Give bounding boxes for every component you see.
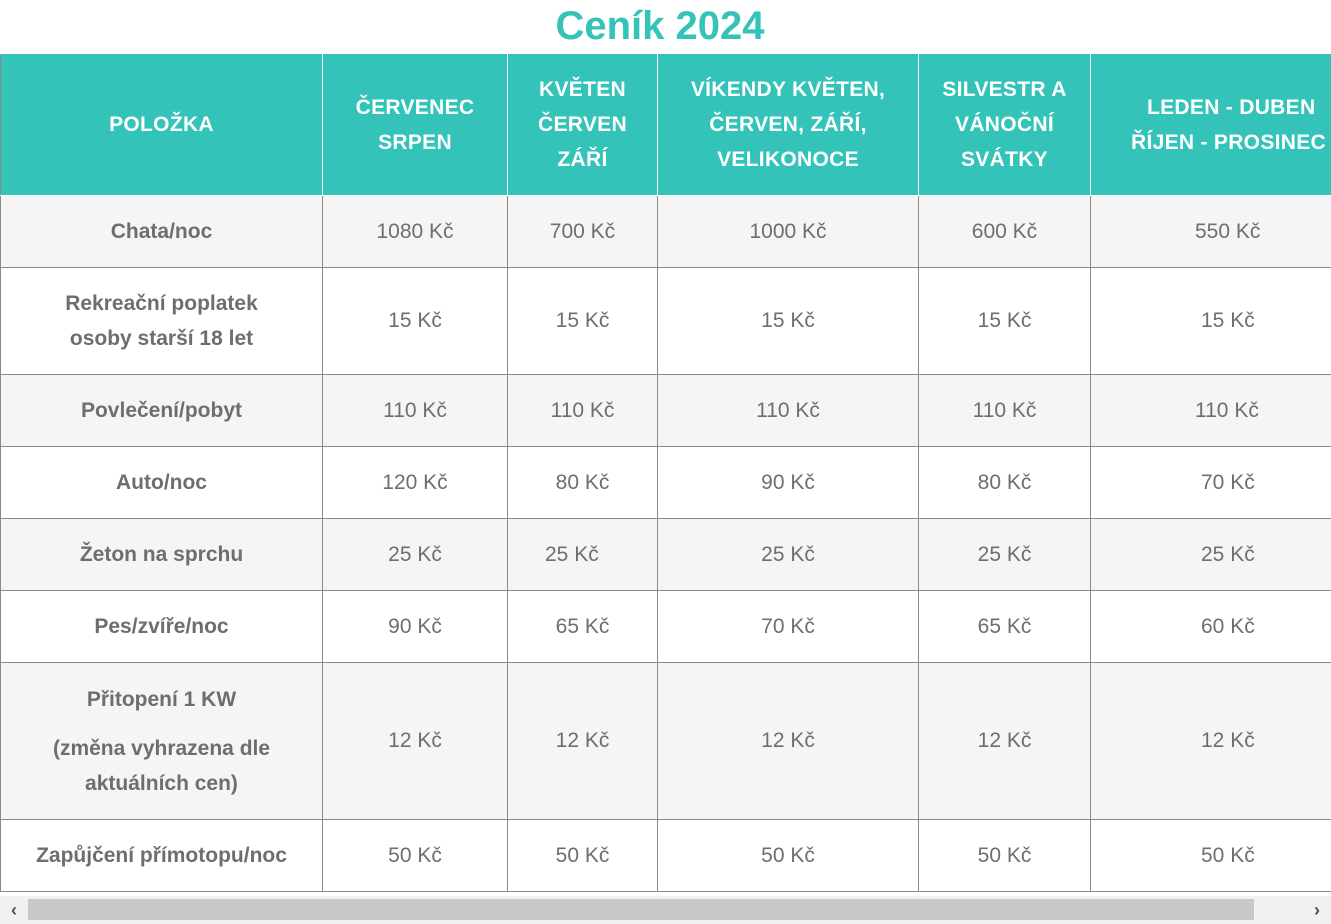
price-cell: 50 Kč [918, 819, 1091, 892]
price-table: POLOŽKA ČERVENEC SRPEN KVĚTEN ČERVEN ZÁŘ… [0, 53, 1331, 892]
row-label: Povlečení/pobyt [0, 374, 323, 447]
header-line: ČERVEN [538, 113, 627, 136]
table-row: Chata/noc 1080 Kč 700 Kč 1000 Kč 600 Kč … [0, 195, 1331, 268]
table-row: Auto/noc 120 Kč 80 Kč 90 Kč 80 Kč 70 Kč [0, 446, 1331, 519]
price-cell: 110 Kč [1090, 374, 1331, 447]
price-cell: 110 Kč [507, 374, 658, 447]
price-cell: 600 Kč [918, 195, 1091, 268]
price-cell: 60 Kč [1090, 590, 1331, 663]
scroll-left-icon[interactable]: ‹ [11, 899, 17, 920]
scrollbar-thumb[interactable] [28, 899, 1254, 920]
row-label: Auto/noc [0, 446, 323, 519]
table-row: Povlečení/pobyt 110 Kč 110 Kč 110 Kč 110… [0, 374, 1331, 447]
price-cell: 15 Kč [1090, 267, 1331, 375]
row-label-line: Rekreační poplatek [65, 292, 258, 315]
row-label: Zapůjčení přímotopu/noc [0, 819, 323, 892]
row-label: Rekreační poplatek osoby starší 18 let [0, 267, 323, 375]
table-row: Zapůjčení přímotopu/noc 50 Kč 50 Kč 50 K… [0, 819, 1331, 892]
table-row: Pes/zvíře/noc 90 Kč 65 Kč 70 Kč 65 Kč 60… [0, 590, 1331, 663]
price-cell: 80 Kč [918, 446, 1091, 519]
header-line: LEDEN - DUBEN [1147, 95, 1316, 119]
header-cell-jul-aug: ČERVENEC SRPEN [322, 53, 508, 196]
price-cell: 50 Kč [322, 819, 508, 892]
row-label: Chata/noc [0, 195, 323, 268]
price-cell: 80 Kč [507, 446, 658, 519]
price-cell: 65 Kč [507, 590, 658, 663]
price-cell: 70 Kč [657, 590, 919, 663]
price-cell: 700 Kč [507, 195, 658, 268]
header-line: ČERVENEC [355, 95, 475, 119]
price-cell: 15 Kč [918, 267, 1091, 375]
price-cell: 550 Kč [1090, 195, 1331, 268]
header-cell-may-jun-sep: KVĚTEN ČERVEN ZÁŘÍ [507, 53, 658, 196]
row-label: Přitopení 1 KW (změna vyhrazena dle aktu… [0, 662, 323, 820]
price-cell: 65 Kč [918, 590, 1091, 663]
scroll-right-icon[interactable]: › [1314, 899, 1320, 920]
row-label: Žeton na sprchu [0, 518, 323, 591]
header-cell-item: POLOŽKA [0, 53, 323, 196]
price-cell: 12 Kč [1090, 662, 1331, 820]
table-row: Přitopení 1 KW (změna vyhrazena dle aktu… [0, 662, 1331, 820]
price-cell: 12 Kč [322, 662, 508, 820]
price-cell: 50 Kč [1090, 819, 1331, 892]
header-line: ČERVEN, ZÁŘÍ, [709, 113, 867, 136]
price-cell: 120 Kč [322, 446, 508, 519]
price-cell: 25 Kč [657, 518, 919, 591]
header-line: POLOŽKA [109, 113, 214, 136]
header-cell-off-season: LEDEN - DUBEN ŘÍJEN - PROSINEC [1090, 53, 1331, 196]
price-cell: 90 Kč [657, 446, 919, 519]
price-cell: 25 Kč [322, 518, 508, 591]
header-line: VÁNOČNÍ [955, 113, 1054, 136]
price-cell: 15 Kč [657, 267, 919, 375]
header-cell-holidays: SILVESTR A VÁNOČNÍ SVÁTKY [918, 53, 1091, 196]
header-line: VÍKENDY KVĚTEN, [690, 78, 886, 101]
price-cell: 90 Kč [322, 590, 508, 663]
price-cell: 15 Kč [322, 267, 508, 375]
row-label-line: (změna vyhrazena dle [52, 736, 271, 760]
price-cell: 12 Kč [507, 662, 658, 820]
price-cell: 110 Kč [657, 374, 919, 447]
price-cell: 1080 Kč [322, 195, 508, 268]
price-cell: 12 Kč [657, 662, 919, 820]
header-line: SRPEN [378, 130, 452, 154]
price-cell: 50 Kč [657, 819, 919, 892]
row-label-line: aktuálních cen) [85, 771, 238, 795]
row-label: Pes/zvíře/noc [0, 590, 323, 663]
header-line: SILVESTR A [942, 78, 1067, 101]
price-cell: 110 Kč [322, 374, 508, 447]
price-cell: 25 Kč [1090, 518, 1331, 591]
row-label-line: osoby starší 18 let [69, 327, 254, 350]
horizontal-scrollbar[interactable]: ‹ › [0, 896, 1331, 924]
table-row: Rekreační poplatek osoby starší 18 let 1… [0, 267, 1331, 375]
price-cell: 110 Kč [918, 374, 1091, 447]
table-header-row: POLOŽKA ČERVENEC SRPEN KVĚTEN ČERVEN ZÁŘ… [0, 53, 1331, 196]
price-cell: 12 Kč [918, 662, 1091, 820]
price-cell: 50 Kč [507, 819, 658, 892]
page-title: Ceník 2024 [555, 4, 765, 48]
price-cell: 15 Kč [507, 267, 658, 375]
price-cell: 70 Kč [1090, 446, 1331, 519]
price-cell: 25 Kč [918, 518, 1091, 591]
price-cell: 25 Kč [507, 518, 658, 591]
header-line: ZÁŘÍ [557, 148, 608, 171]
header-line: SVÁTKY [961, 148, 1048, 171]
header-cell-weekends: VÍKENDY KVĚTEN, ČERVEN, ZÁŘÍ, VELIKONOCE [657, 53, 919, 196]
price-cell: 1000 Kč [657, 195, 919, 268]
header-line: ŘÍJEN - PROSINEC [1131, 130, 1326, 154]
table-row: Žeton na sprchu 25 Kč 25 Kč 25 Kč 25 Kč … [0, 518, 1331, 591]
price-table-viewport[interactable]: POLOŽKA ČERVENEC SRPEN KVĚTEN ČERVEN ZÁŘ… [0, 53, 1331, 896]
row-label-line: Přitopení 1 KW [86, 687, 237, 711]
header-line: VELIKONOCE [717, 148, 859, 171]
header-line: KVĚTEN [539, 78, 626, 101]
